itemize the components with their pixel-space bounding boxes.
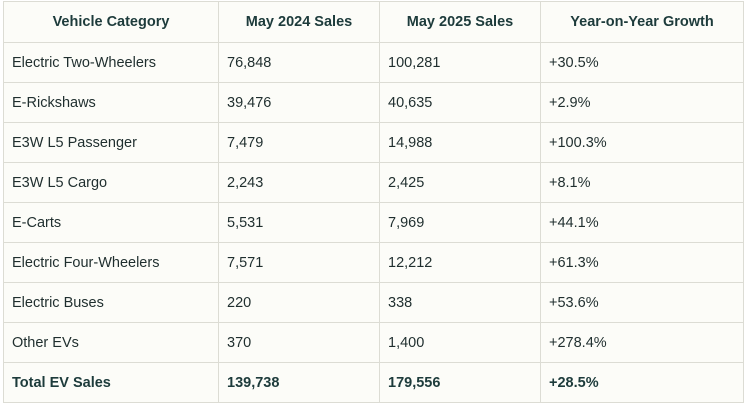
cell-growth: +8.1% <box>540 162 744 203</box>
cell-growth: +278.4% <box>540 322 744 363</box>
header-vehicle-category: Vehicle Category <box>3 1 219 43</box>
table-row: E3W L5 Passenger 7,479 14,988 +100.3% <box>3 122 744 163</box>
cell-may-2025: 2,425 <box>379 162 541 203</box>
cell-category: E3W L5 Passenger <box>3 122 219 163</box>
cell-category: Electric Buses <box>3 282 219 323</box>
total-may-2025: 179,556 <box>379 362 541 403</box>
cell-category: E3W L5 Cargo <box>3 162 219 203</box>
total-may-2024: 139,738 <box>218 362 380 403</box>
table-row: Electric Buses 220 338 +53.6% <box>3 282 744 323</box>
cell-growth: +53.6% <box>540 282 744 323</box>
cell-category: Electric Four-Wheelers <box>3 242 219 283</box>
total-label: Total EV Sales <box>3 362 219 403</box>
cell-category: Other EVs <box>3 322 219 363</box>
ev-sales-table-container: Vehicle Category May 2024 Sales May 2025… <box>3 1 744 403</box>
header-may-2024-sales: May 2024 Sales <box>218 1 380 43</box>
cell-may-2024: 5,531 <box>218 202 380 243</box>
cell-growth: +44.1% <box>540 202 744 243</box>
cell-may-2025: 12,212 <box>379 242 541 283</box>
cell-may-2024: 7,479 <box>218 122 380 163</box>
cell-may-2024: 76,848 <box>218 42 380 83</box>
table-row: Electric Four-Wheelers 7,571 12,212 +61.… <box>3 242 744 283</box>
cell-may-2024: 7,571 <box>218 242 380 283</box>
header-may-2025-sales: May 2025 Sales <box>379 1 541 43</box>
cell-growth: +30.5% <box>540 42 744 83</box>
table-row: E3W L5 Cargo 2,243 2,425 +8.1% <box>3 162 744 203</box>
table-row: E-Rickshaws 39,476 40,635 +2.9% <box>3 82 744 123</box>
table-row: E-Carts 5,531 7,969 +44.1% <box>3 202 744 243</box>
cell-may-2025: 1,400 <box>379 322 541 363</box>
cell-may-2024: 2,243 <box>218 162 380 203</box>
cell-growth: +2.9% <box>540 82 744 123</box>
cell-category: Electric Two-Wheelers <box>3 42 219 83</box>
cell-may-2025: 338 <box>379 282 541 323</box>
cell-may-2024: 370 <box>218 322 380 363</box>
cell-growth: +61.3% <box>540 242 744 283</box>
cell-may-2025: 40,635 <box>379 82 541 123</box>
cell-may-2024: 220 <box>218 282 380 323</box>
cell-category: E-Carts <box>3 202 219 243</box>
total-growth: +28.5% <box>540 362 744 403</box>
header-yoy-growth: Year-on-Year Growth <box>540 1 744 43</box>
cell-may-2025: 14,988 <box>379 122 541 163</box>
table-row: Electric Two-Wheelers 76,848 100,281 +30… <box>3 42 744 83</box>
table-row: Other EVs 370 1,400 +278.4% <box>3 322 744 363</box>
cell-growth: +100.3% <box>540 122 744 163</box>
cell-may-2024: 39,476 <box>218 82 380 123</box>
cell-may-2025: 7,969 <box>379 202 541 243</box>
table-total-row: Total EV Sales 139,738 179,556 +28.5% <box>3 362 744 403</box>
cell-category: E-Rickshaws <box>3 82 219 123</box>
ev-sales-table: Vehicle Category May 2024 Sales May 2025… <box>3 1 744 403</box>
cell-may-2025: 100,281 <box>379 42 541 83</box>
table-header-row: Vehicle Category May 2024 Sales May 2025… <box>3 1 744 43</box>
